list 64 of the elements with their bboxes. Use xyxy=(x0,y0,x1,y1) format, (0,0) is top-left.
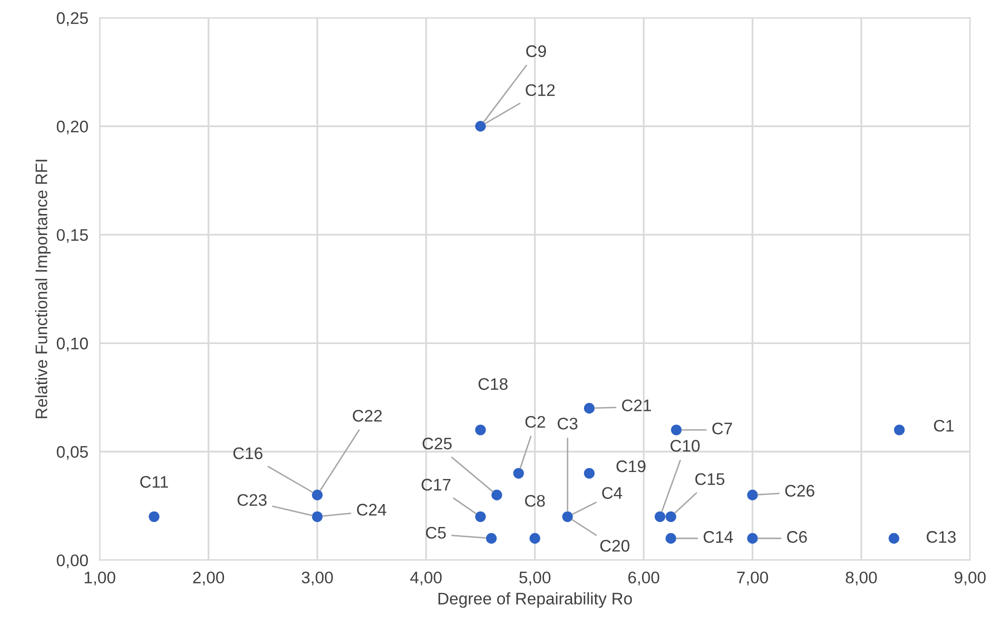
point xyxy=(894,424,905,436)
point xyxy=(148,511,160,522)
y-tick-label: 0,00 xyxy=(56,554,88,568)
point xyxy=(475,120,486,132)
annotation: C10 xyxy=(670,440,700,452)
annotation: C25 xyxy=(422,438,452,450)
y-tick-label: 0,05 xyxy=(56,446,88,460)
x-tick-label: 5,00 xyxy=(519,572,550,586)
annotation: C7 xyxy=(712,422,732,434)
annotation: C17 xyxy=(422,478,450,491)
annotation: C24 xyxy=(357,504,386,516)
point xyxy=(670,424,682,436)
annotation: C9 xyxy=(526,45,546,58)
y-tick-label: 0,20 xyxy=(56,120,88,134)
point xyxy=(530,533,540,544)
annotation: C23 xyxy=(238,494,267,506)
annotation: C18 xyxy=(478,378,508,390)
point xyxy=(491,490,502,500)
y-tick-label: 0,25 xyxy=(56,12,88,26)
annotation: C13 xyxy=(926,531,956,543)
point xyxy=(312,511,323,522)
point xyxy=(562,511,573,522)
point xyxy=(312,490,323,500)
annotation: C2 xyxy=(525,416,546,428)
point xyxy=(513,468,524,479)
point xyxy=(747,533,758,544)
x-tick-label: 8,00 xyxy=(846,572,877,586)
point xyxy=(666,533,676,544)
x-tick-label: 2,00 xyxy=(193,572,224,586)
point xyxy=(654,511,666,522)
annotation: C1 xyxy=(934,420,954,432)
point xyxy=(584,402,595,414)
x-tick-label: 7,00 xyxy=(737,572,768,586)
x-tick-label: 1,00 xyxy=(84,572,116,586)
annotation: C21 xyxy=(622,400,651,412)
point xyxy=(888,533,900,544)
annotation: C12 xyxy=(526,84,555,96)
x-tick-label: 6,00 xyxy=(628,572,660,586)
x-tick-label: 9,00 xyxy=(954,572,986,586)
annotation: C15 xyxy=(695,473,724,486)
annotation: C26 xyxy=(785,484,814,497)
annotation: C19 xyxy=(616,460,646,472)
annotation: C3 xyxy=(558,418,578,430)
x-axis-title: Degree of Repairability Ro xyxy=(438,592,632,608)
annotation: C16 xyxy=(233,447,262,460)
point xyxy=(475,511,486,522)
y-tick-label: 0,15 xyxy=(56,229,88,243)
annotation: C20 xyxy=(600,540,630,552)
point xyxy=(475,424,486,436)
annotation: C8 xyxy=(525,494,545,507)
y-axis-title: Relative Functional Importance RFI xyxy=(35,160,51,418)
annotation: C22 xyxy=(352,410,382,422)
point xyxy=(666,511,676,522)
annotation: C14 xyxy=(704,531,733,543)
annotation: C5 xyxy=(426,526,446,539)
y-tick-label: 0,10 xyxy=(56,338,88,352)
x-tick-label: 4,00 xyxy=(410,572,442,586)
point xyxy=(486,533,497,544)
annotation: C11 xyxy=(140,476,168,488)
annotation: C4 xyxy=(602,487,622,499)
point xyxy=(747,490,758,500)
x-tick-label: 3,00 xyxy=(302,572,333,586)
annotation: C6 xyxy=(787,531,807,543)
point xyxy=(584,468,595,479)
